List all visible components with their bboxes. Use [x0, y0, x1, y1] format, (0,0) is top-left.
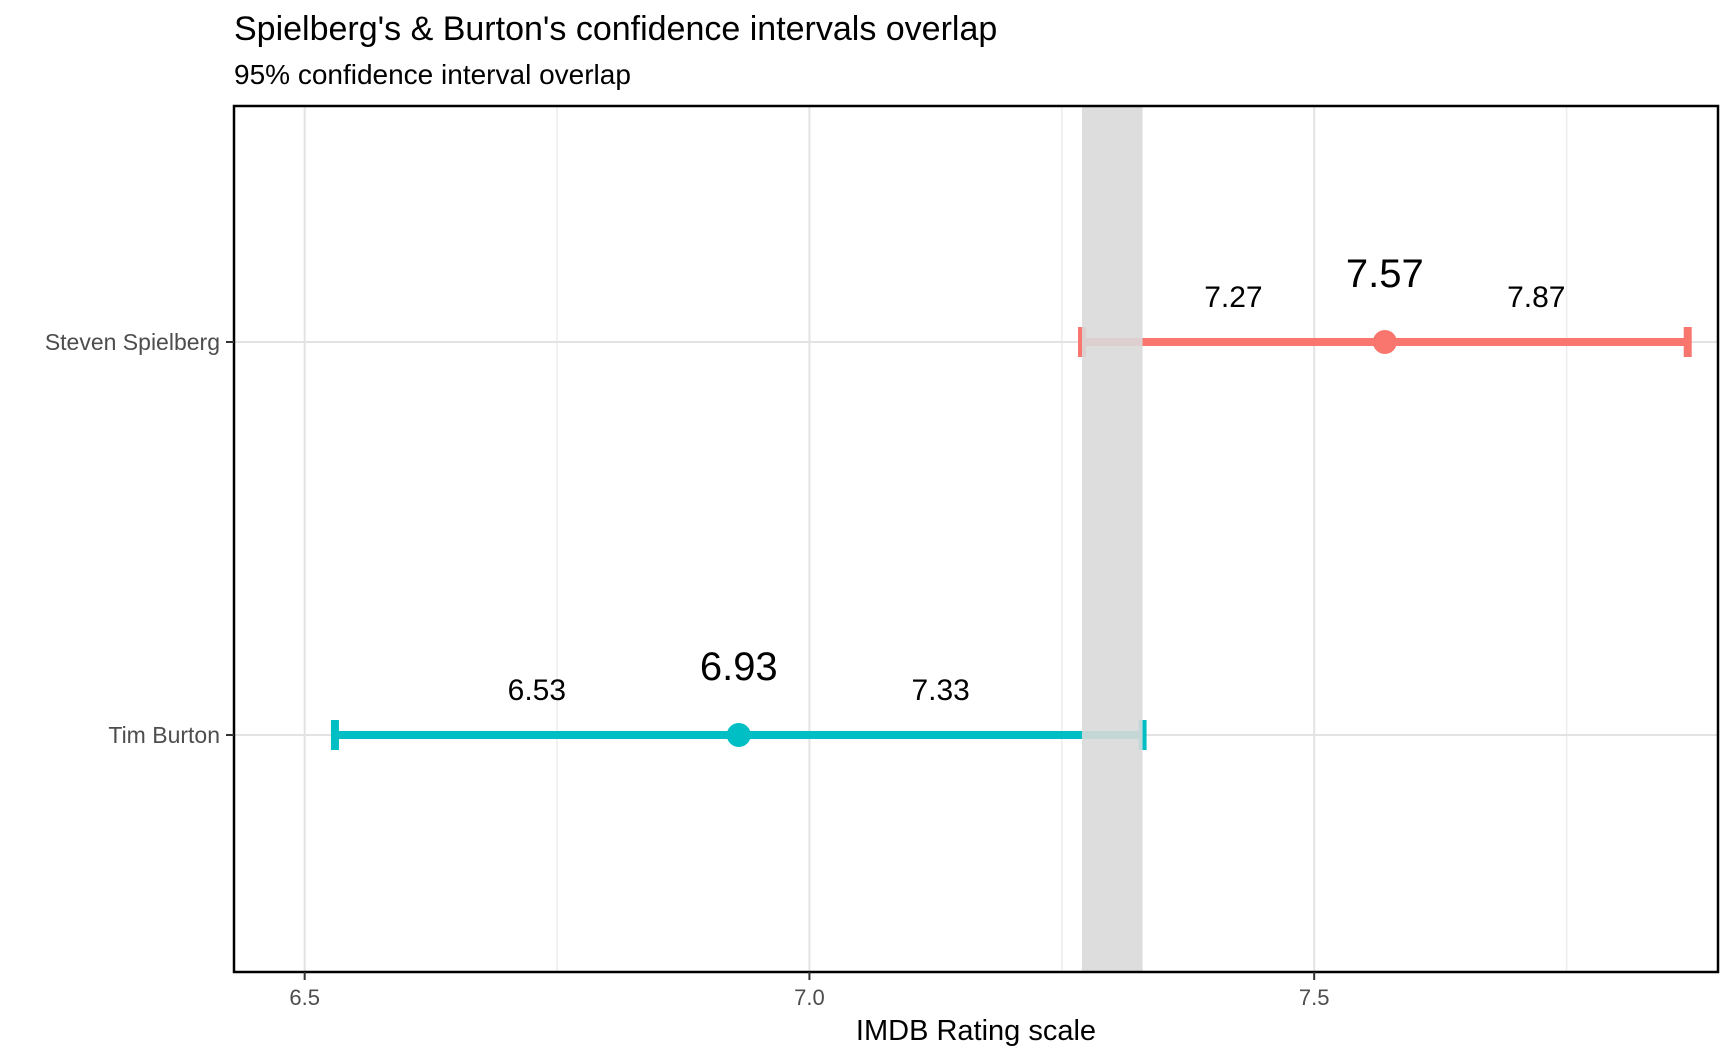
x-tick-label: 6.5 [289, 985, 320, 1010]
overlap-band [1082, 106, 1143, 972]
y-tick-label: Steven Spielberg [45, 329, 220, 355]
chart-title: Spielberg's & Burton's confidence interv… [234, 10, 997, 48]
plot-panel-border [232, 104, 1720, 974]
chart-subtitle: 95% confidence interval overlap [234, 59, 631, 90]
mean-label-tim-burton: 6.93 [700, 645, 778, 689]
x-tick-label: 7.0 [794, 985, 825, 1010]
mean-point-steven-spielberg [1372, 330, 1397, 354]
mean-point-tim-burton [726, 723, 751, 747]
upper-bound-label-tim-burton: 7.33 [911, 674, 969, 707]
x-axis-title: IMDB Rating scale [856, 1015, 1096, 1047]
lower-bound-label-steven-spielberg: 7.27 [1204, 281, 1262, 314]
plot-panel-background [234, 106, 1718, 972]
upper-bound-label-steven-spielberg: 7.87 [1507, 281, 1565, 314]
mean-label-steven-spielberg: 7.57 [1346, 252, 1424, 296]
y-tick-label: Tim Burton [108, 722, 220, 748]
lower-bound-label-tim-burton: 6.53 [508, 674, 566, 707]
x-tick-label: 7.5 [1299, 985, 1330, 1010]
